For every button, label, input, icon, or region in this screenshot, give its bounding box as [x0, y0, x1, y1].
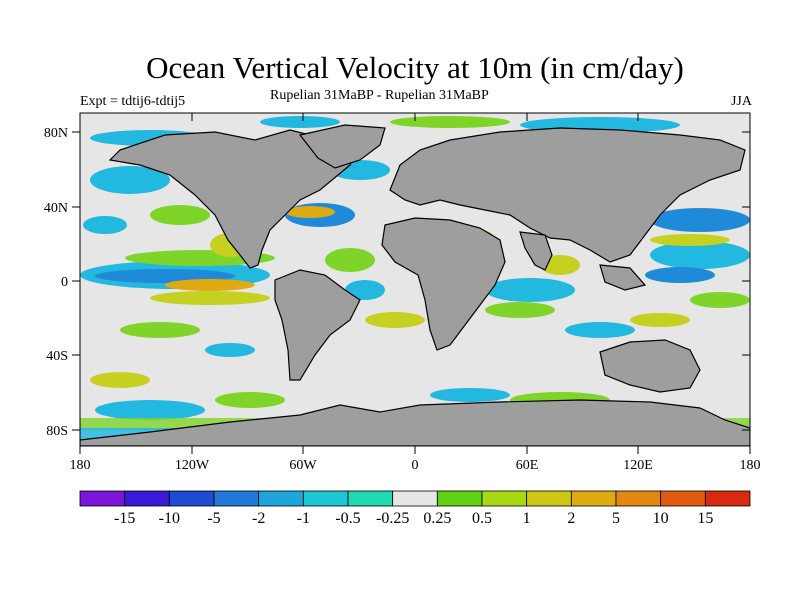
- colorbar-label: -2: [252, 510, 265, 527]
- antarctica: [80, 399, 750, 446]
- colorbar: [79, 490, 751, 507]
- x-label-60w: 60W: [289, 458, 317, 473]
- colorbar-label: 5: [612, 510, 620, 527]
- colorbar-label: 1: [523, 510, 531, 527]
- colorbar-label: -5: [207, 510, 220, 527]
- south-america: [274, 269, 361, 381]
- y-axis-ticks: [72, 131, 750, 431]
- africa: [381, 217, 506, 351]
- indian-subcontinent: [519, 231, 553, 271]
- colorbar-swatch: [124, 490, 170, 507]
- colorbar-label: 0.5: [472, 510, 492, 527]
- colorbar-swatch: [704, 490, 751, 507]
- y-label-80n: 80N: [44, 126, 68, 141]
- x-axis-ticks: [79, 113, 751, 454]
- colorbar-swatch: [79, 490, 126, 507]
- colorbar-swatch: [302, 490, 349, 507]
- colorbar-labels: -15 -10 -5 -2 -1 -0.5 -0.25 0.25 0.5 1 2 5 10 15: [114, 510, 713, 527]
- season-label: JJA: [730, 94, 752, 109]
- colorbar-label: -0.25: [376, 510, 409, 527]
- colorbar-swatch: [436, 490, 483, 507]
- experiment-label: Expt = tdtij6-tdtij5: [80, 94, 186, 109]
- colorbar-label: 15: [697, 510, 713, 527]
- y-label-0: 0: [61, 275, 68, 290]
- colorbar-label: 10: [653, 510, 669, 527]
- map-panel: [80, 113, 750, 446]
- colorbar-swatch: [168, 490, 215, 507]
- colorbar-swatch: [213, 490, 260, 507]
- x-label-120w: 120W: [175, 458, 210, 473]
- colorbar-swatch: [660, 490, 706, 507]
- y-label-80s: 80S: [46, 424, 68, 439]
- colorbar-label: -10: [159, 510, 180, 527]
- colorbar-swatch: [392, 490, 438, 507]
- y-axis-labels: 80N 40N 0 40S 80S: [44, 126, 68, 439]
- eurasia: [389, 127, 746, 263]
- southeast-asia: [599, 264, 647, 291]
- subtitle-label: Rupelian 31MaBP - Rupelian 31MaBP: [270, 88, 489, 103]
- colorbar-label: -1: [297, 510, 310, 527]
- colorbar-swatch: [615, 490, 662, 507]
- x-label-180w: 180: [70, 458, 91, 473]
- australia: [599, 339, 701, 393]
- colorbar-label: 2: [567, 510, 575, 527]
- y-label-40n: 40N: [44, 201, 68, 216]
- x-label-60e: 60E: [516, 458, 539, 473]
- colorbar-swatch: [258, 490, 304, 507]
- colorbar-label: 0.25: [423, 510, 451, 527]
- x-axis-labels: 180 120W 60W 0 60E 120E 180: [70, 458, 761, 473]
- colorbar-label: -0.5: [335, 510, 360, 527]
- colorbar-label: -15: [114, 510, 135, 527]
- colorbar-swatch: [570, 490, 617, 507]
- land-masses: [80, 124, 750, 446]
- colorbar-swatch: [481, 490, 528, 507]
- y-label-40s: 40S: [46, 349, 68, 364]
- colorbar-swatch: [526, 490, 572, 507]
- chart-title: Ocean Vertical Velocity at 10m (in cm/da…: [146, 50, 684, 85]
- greenland: [298, 124, 386, 169]
- x-label-180e: 180: [740, 458, 761, 473]
- x-label-120e: 120E: [623, 458, 653, 473]
- x-label-0: 0: [412, 458, 419, 473]
- north-america: [108, 129, 356, 269]
- colorbar-swatch: [347, 490, 394, 507]
